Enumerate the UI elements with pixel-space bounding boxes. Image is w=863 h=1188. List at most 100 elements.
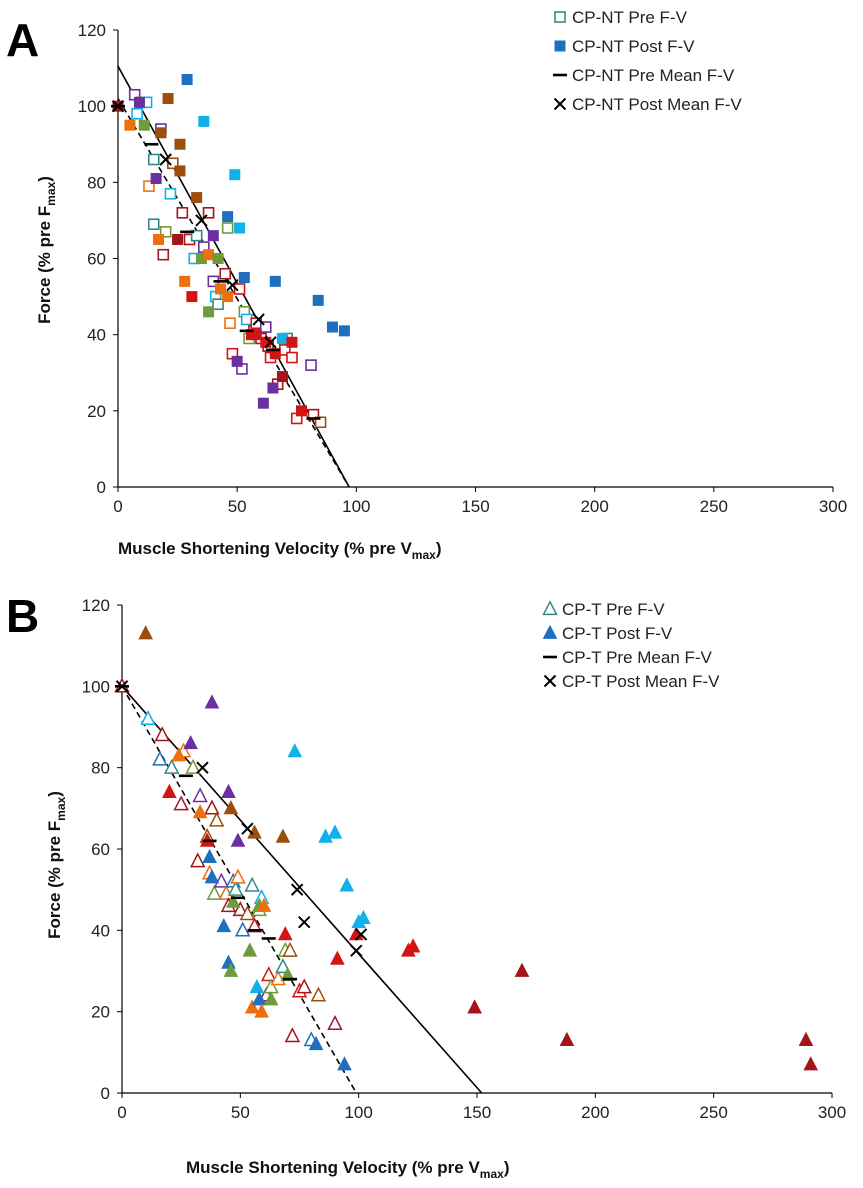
panel-a-post-mean-point-stroke-b bbox=[159, 153, 172, 166]
panel-b-ytick-label: 80 bbox=[91, 759, 110, 778]
panel-b-pre-point bbox=[246, 917, 263, 933]
panel-b-pre-point bbox=[244, 876, 260, 892]
panel-b-post-point bbox=[225, 893, 241, 908]
panel-b-ytick-label: 60 bbox=[91, 840, 110, 859]
panel-a-xlabel-end: ) bbox=[436, 539, 442, 558]
panel-b-pre-point bbox=[296, 978, 312, 994]
panel-a-xtick-label: 250 bbox=[700, 497, 728, 516]
panel-a-pre-point bbox=[240, 313, 253, 326]
panel-b-post-mean-point bbox=[298, 915, 311, 929]
panel-a-xtick-label: 200 bbox=[580, 497, 608, 516]
panel-a-post-point bbox=[327, 321, 338, 333]
panel-b-pre-point bbox=[253, 888, 270, 904]
panel-a-pre-point bbox=[159, 226, 172, 238]
panel-a-post-mean-point-stroke-b bbox=[226, 278, 239, 292]
panel-b-pre-point bbox=[163, 758, 180, 774]
panel-a-xtick-label: 150 bbox=[461, 497, 489, 516]
panel-b-ytick-label: 20 bbox=[91, 1003, 110, 1022]
panel-b-post-point bbox=[405, 938, 421, 953]
panel-b-post-mean-point-stroke-b bbox=[298, 915, 311, 929]
panel-b-pre-point bbox=[173, 795, 189, 811]
panel-b-post-mean-point bbox=[354, 928, 368, 941]
panel-b-post-point bbox=[249, 978, 265, 994]
legend-b-post: CP-T Post F-V bbox=[562, 624, 673, 643]
panel-b-post-point bbox=[559, 1031, 575, 1047]
panel-a-pre-point bbox=[305, 359, 317, 371]
panel-b-ytick-label: 0 bbox=[101, 1084, 110, 1103]
panel-a-ylabel-main: Force (% pre F bbox=[35, 206, 54, 324]
panel-b-ytick-label: 120 bbox=[82, 596, 110, 615]
panel-a-series-1 bbox=[112, 74, 350, 417]
panel-a-post-point bbox=[269, 275, 281, 287]
panel-a-xtick-label: 0 bbox=[113, 497, 122, 516]
panel-a-label: A bbox=[6, 14, 39, 66]
panel-b-post-point bbox=[254, 1003, 269, 1018]
panel-b-xtick-label: 100 bbox=[344, 1103, 372, 1122]
panel-b-post-point bbox=[514, 962, 530, 977]
panel-a-post-mean-point-stroke-b bbox=[111, 99, 125, 113]
panel-b-post-point bbox=[337, 1056, 352, 1071]
panel-b-xtick-label: 250 bbox=[699, 1103, 727, 1122]
panel-b-series-3 bbox=[115, 680, 368, 957]
panel-b-pre-point bbox=[275, 958, 291, 974]
panel-b-pre-point bbox=[213, 872, 230, 888]
panel-b-xtick-label: 50 bbox=[231, 1103, 250, 1122]
panel-b-post-point bbox=[221, 783, 236, 798]
panel-b-pre-point bbox=[227, 880, 244, 896]
panel-b-legend: CP-T Pre F-V CP-T Post F-V CP-T Pre Mean… bbox=[562, 600, 720, 691]
panel-a-post-mean-point bbox=[226, 278, 239, 292]
panel-a-legend-symbols bbox=[553, 11, 567, 111]
panel-b-post-point bbox=[287, 743, 303, 758]
panel-b-post-mean-point bbox=[115, 680, 129, 693]
panel-b-post-point bbox=[138, 625, 153, 640]
panel-a-xlabel: Muscle Shortening Velocity (% pre Vmax) bbox=[118, 539, 442, 562]
panel-a-pre-point bbox=[176, 207, 189, 219]
panel-b-post-point bbox=[339, 877, 355, 892]
panel-a-pre-point bbox=[221, 222, 234, 234]
panel-b-post-mean-point-stroke-b bbox=[241, 822, 254, 835]
panel-b-xtick-label: 150 bbox=[463, 1103, 491, 1122]
panel-b-post-point bbox=[327, 824, 343, 839]
panel-b-legend-post-mean-symbol-stroke-b bbox=[543, 674, 557, 688]
panel-b-post-point bbox=[280, 966, 295, 981]
panel-a-post-point bbox=[234, 222, 246, 234]
panel-b-post-point bbox=[308, 1035, 324, 1051]
panel-a-post-point bbox=[296, 405, 308, 417]
panel-b-legend-post-mean-symbol bbox=[543, 674, 557, 688]
panel-a-ytick-label: 40 bbox=[87, 326, 106, 345]
panel-a-post-mean-point-stroke-b bbox=[195, 214, 208, 227]
panel-b-pre-point bbox=[232, 901, 249, 917]
panel-a-pre-point bbox=[202, 207, 215, 219]
panel-b-pre-point bbox=[282, 941, 298, 957]
panel-a-legend-post-mean-symbol bbox=[553, 97, 567, 111]
panel-a-post-point bbox=[276, 371, 288, 383]
panel-a-legend-pre-symbol bbox=[554, 11, 566, 23]
panel-a-pre-point bbox=[212, 298, 224, 311]
panel-a-post-point bbox=[203, 249, 215, 261]
panel-a-post-point bbox=[257, 397, 269, 409]
panel-a-xtick-label: 50 bbox=[228, 497, 247, 516]
panel-a-pre-point bbox=[164, 187, 177, 200]
panel-a-pre-point bbox=[167, 157, 179, 170]
panel-a-legend-post-symbol bbox=[554, 40, 566, 52]
panel-b-ytick-label: 100 bbox=[82, 677, 110, 696]
panel-b-post-point bbox=[330, 950, 345, 965]
panel-a-post-mean-point bbox=[264, 336, 277, 349]
panel-b-pre-point bbox=[140, 710, 156, 726]
panel-b-post-point bbox=[202, 848, 217, 864]
panel-b-post-point bbox=[171, 747, 187, 762]
panel-a-xlabel-main: Muscle Shortening Velocity (% pre V bbox=[118, 539, 412, 558]
panel-b-post-point bbox=[204, 869, 220, 884]
panel-b-post-mean-fit-line bbox=[121, 685, 483, 1094]
panel-a-post-point bbox=[133, 96, 145, 108]
panel-b-xtick-label: 300 bbox=[818, 1103, 846, 1122]
panel-b-pre-point bbox=[270, 970, 286, 986]
panel-b-post-point bbox=[803, 1056, 819, 1071]
panel-a-post-point bbox=[231, 355, 243, 367]
panel-b-legend-symbols bbox=[542, 600, 558, 688]
panel-a-series-3 bbox=[111, 99, 277, 349]
panel-a-ytick-label: 120 bbox=[78, 21, 106, 40]
panel-a-post-point bbox=[214, 283, 226, 295]
panel-b-post-point bbox=[162, 783, 177, 798]
panel-b-post-mean-point-stroke-b bbox=[350, 944, 363, 957]
